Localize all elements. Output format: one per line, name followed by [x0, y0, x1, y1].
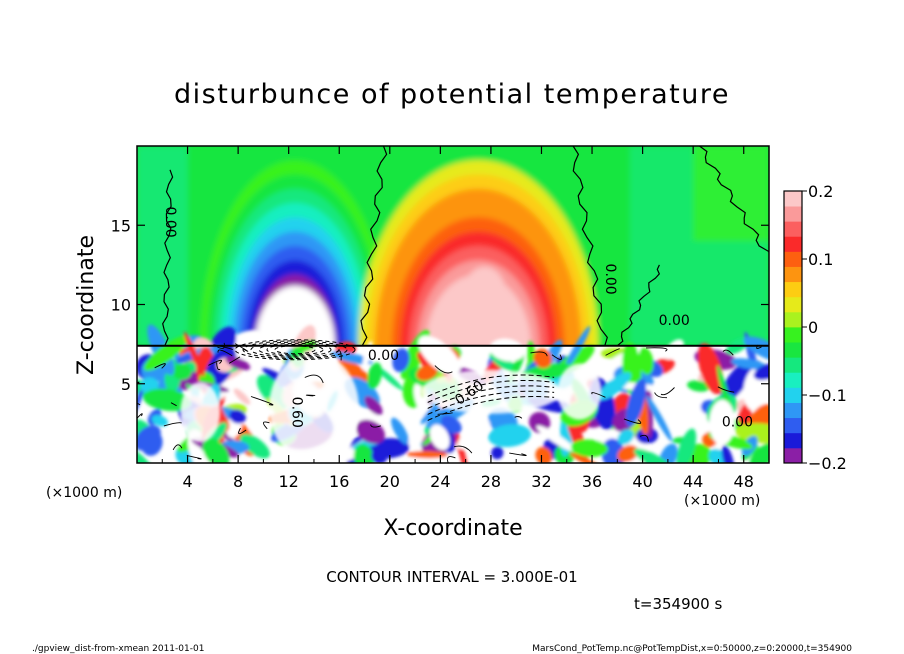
plot-area: 0.000.000.600.000.600.000.00	[137, 146, 769, 463]
x-tick-label: 20	[380, 472, 400, 491]
x-tick-label: 40	[632, 472, 652, 491]
x-tick-label: 48	[734, 472, 754, 491]
colorbar-swatch	[784, 221, 802, 237]
colorbar-swatch	[784, 206, 802, 222]
x-unit-right: (×1000 m)	[684, 493, 760, 509]
y-tick-label: 5	[121, 375, 131, 394]
contour-lines	[137, 146, 769, 463]
colorbar-label: −0.2	[808, 454, 847, 473]
contour-label: 0.60	[288, 397, 304, 428]
colorbar-swatch	[784, 191, 802, 207]
footer-left: ./gpview_dist-from-xmean 2011-01-01	[32, 644, 204, 654]
contour-label: 0.00	[162, 206, 178, 237]
x-tick-label: 32	[531, 472, 551, 491]
colorbar-label: 0.1	[808, 250, 833, 269]
x-tick-label: 36	[582, 472, 602, 491]
colorbar-swatch	[784, 342, 802, 358]
contour-label: 0.00	[722, 415, 753, 431]
x-axis-label: X-coordinate	[383, 516, 522, 541]
colorbar-swatch	[784, 402, 802, 419]
x-tick-label: 8	[233, 472, 243, 491]
contour-label: 0.00	[659, 313, 690, 329]
x-tick-label: 12	[279, 472, 299, 491]
colorbar	[783, 190, 803, 464]
colorbar-swatch	[784, 251, 802, 267]
y-axis-label: Z-coordinate	[74, 235, 99, 375]
colorbar-swatch	[784, 266, 802, 283]
colorbar-swatch	[784, 417, 802, 434]
colorbar-swatch	[784, 372, 802, 388]
contour-interval: CONTOUR INTERVAL = 3.000E-01	[326, 568, 577, 586]
x-unit-left: (×1000 m)	[46, 485, 122, 501]
time-label: t=354900 s	[634, 595, 722, 613]
colorbar-swatch	[784, 357, 802, 373]
colorbar-label: −0.1	[808, 386, 847, 405]
colorbar-swatch	[784, 311, 802, 328]
colorbar-swatch	[784, 281, 802, 298]
x-tick-label: 44	[683, 472, 703, 491]
x-axis-ticks: 4 8 12 16 20 24 28 32 36 40 44 48	[161, 146, 770, 491]
colorbar-tick-labels: 0.2 0.1 0 −0.1 −0.2	[802, 182, 847, 473]
y-axis-ticks: 5 10 15	[111, 216, 769, 394]
chart-title: disturbunce of potential temperature	[174, 79, 730, 110]
contour-label: 0.00	[368, 348, 399, 364]
colorbar-swatch	[784, 447, 802, 464]
x-tick-label: 24	[430, 472, 450, 491]
colorbar-swatch	[784, 387, 802, 403]
colorbar-label: 0	[808, 318, 818, 337]
x-tick-label: 28	[481, 472, 501, 491]
colorbar-swatch	[784, 327, 802, 343]
y-tick-label: 15	[111, 216, 131, 235]
y-tick-label: 10	[111, 296, 131, 315]
x-tick-label: 16	[329, 472, 349, 491]
colorbar-swatch	[784, 296, 802, 313]
contour-label: 0.00	[602, 264, 618, 295]
footer-right: MarsCond_PotTemp.nc@PotTempDist,x=0:5000…	[532, 644, 852, 654]
colorbar-swatch	[784, 236, 802, 252]
colorbar-swatch	[784, 432, 802, 449]
x-tick-label: 4	[182, 472, 192, 491]
colorbar-label: 0.2	[808, 182, 833, 201]
